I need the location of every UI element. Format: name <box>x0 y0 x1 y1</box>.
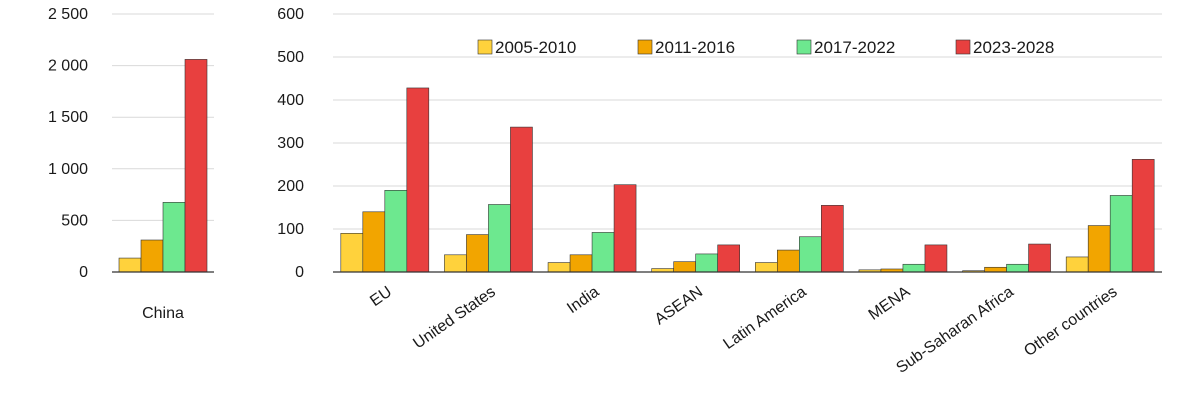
legend-label-2023-2028: 2023-2028 <box>973 38 1054 57</box>
y-tick-label: 400 <box>277 92 304 109</box>
regions-chart-panel: 0 100 200 300 400 500 600 EU United States India A… <box>277 6 1162 377</box>
category-label-other-countries: Other countries <box>1021 283 1120 360</box>
bar-china-2023-2028 <box>184 59 208 273</box>
category-label-asean: ASEAN <box>652 283 706 328</box>
y-tick-label: 300 <box>277 135 304 152</box>
category-label-india: India <box>564 283 602 317</box>
bar-other-countries-2017-2022 <box>1109 195 1133 273</box>
bar-eu-2011-2016 <box>362 211 386 273</box>
bar-india-2023-2028 <box>613 184 637 273</box>
bar-eu-2005-2010 <box>340 233 364 273</box>
bar-united-states-2023-2028 <box>510 126 533 273</box>
category-label-united-states: United States <box>410 283 498 352</box>
bar-latin-america-2011-2016 <box>777 249 800 273</box>
y-tick-label: 600 <box>277 6 304 23</box>
y-tick-label: 1 500 <box>48 109 88 126</box>
legend-label-2017-2022: 2017-2022 <box>814 38 895 57</box>
legend-label-2005-2010: 2005-2010 <box>495 38 576 57</box>
bar-other-countries-2005-2010 <box>1065 256 1089 273</box>
legend-swatch-2023-2028 <box>955 39 971 55</box>
y-tick-label: 1 000 <box>48 161 88 178</box>
bar-sub-saharan-africa-2023-2028 <box>1028 243 1051 273</box>
bar-asean-2023-2028 <box>717 244 740 273</box>
bar-other-countries-2011-2016 <box>1087 225 1111 273</box>
bar-latin-america-2005-2010 <box>755 262 778 273</box>
legend-swatch-2017-2022 <box>796 39 812 55</box>
china-chart-panel: 0 500 1 000 1 500 2 000 2 500 China <box>48 6 214 322</box>
y-tick-label: 100 <box>277 221 304 238</box>
bar-india-2005-2010 <box>547 262 571 273</box>
y-tick-label: 500 <box>277 49 304 66</box>
bar-other-countries-2023-2028 <box>1131 159 1155 273</box>
legend-label-2011-2016: 2011-2016 <box>655 38 735 57</box>
bar-united-states-2005-2010 <box>444 254 467 273</box>
category-label-china: China <box>142 305 184 322</box>
y-tick-label: 200 <box>277 178 304 195</box>
bar-china-2011-2016 <box>140 239 164 273</box>
bar-asean-2011-2016 <box>673 261 696 273</box>
bar-eu-2023-2028 <box>406 87 430 273</box>
legend-swatch-2011-2016 <box>637 39 653 55</box>
bar-china-2017-2022 <box>162 202 186 273</box>
y-tick-label: 2 000 <box>48 58 88 75</box>
bar-india-2017-2022 <box>591 232 615 273</box>
bar-asean-2017-2022 <box>695 253 718 273</box>
bar-united-states-2017-2022 <box>488 204 511 273</box>
bar-united-states-2011-2016 <box>466 234 489 273</box>
y-tick-label: 500 <box>61 212 88 229</box>
category-label-latin-america: Latin America <box>720 283 809 353</box>
bar-sub-saharan-africa-2011-2016 <box>984 266 1007 273</box>
y-tick-label: 0 <box>79 264 88 281</box>
y-tick-label: 0 <box>295 264 304 281</box>
bar-latin-america-2023-2028 <box>821 205 844 273</box>
bar-eu-2017-2022 <box>384 190 408 273</box>
category-label-mena: MENA <box>866 283 914 324</box>
bar-latin-america-2017-2022 <box>799 236 822 273</box>
legend-swatch-2005-2010 <box>477 39 493 55</box>
bar-mena-2023-2028 <box>924 244 948 273</box>
bar-india-2011-2016 <box>569 254 593 273</box>
bar-mena-2017-2022 <box>902 263 926 273</box>
bar-china-2005-2010 <box>118 257 142 273</box>
chart-legend: 2005-2010 2011-2016 2017-2022 2023-2028 <box>477 38 1054 57</box>
category-label-eu: EU <box>367 283 395 310</box>
y-tick-label: 2 500 <box>48 6 88 23</box>
bar-sub-saharan-africa-2017-2022 <box>1006 263 1029 273</box>
